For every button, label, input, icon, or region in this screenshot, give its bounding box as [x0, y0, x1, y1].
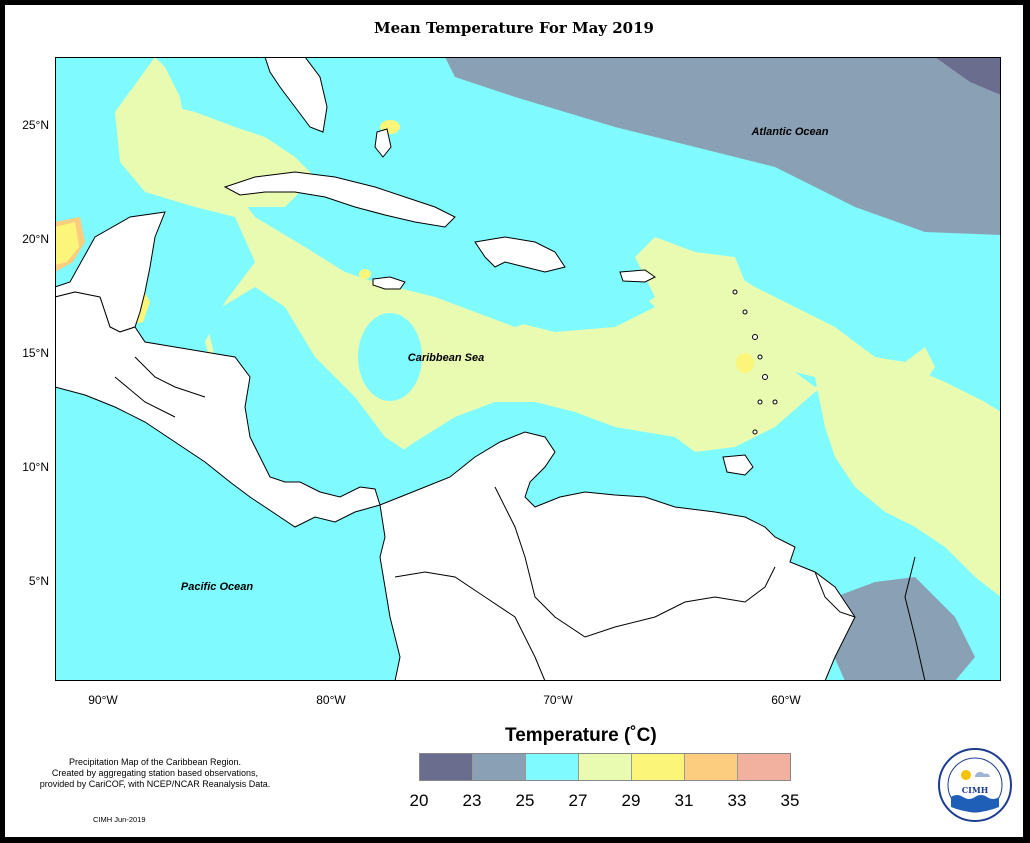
caribbean-sea-label: Caribbean Sea — [408, 352, 484, 364]
caribbean-cool-pocket — [358, 313, 422, 401]
legend-title: Temperature (˚C) — [505, 725, 657, 746]
central-america-land — [55, 291, 381, 528]
puerto-rico-land — [619, 269, 656, 283]
florida-land — [264, 57, 328, 133]
legend-label-25: 25 — [515, 791, 535, 810]
jamaica-warm-spot — [359, 269, 371, 279]
legend-swatch-23-25 — [473, 754, 526, 780]
west-yellow-spot — [55, 222, 79, 265]
island-5 — [762, 374, 768, 380]
andros-land — [374, 128, 392, 158]
jamaica-land — [372, 276, 406, 290]
atlantic-coldest-zone — [935, 57, 1001, 95]
island-1 — [732, 289, 738, 295]
legend-swatch-33-35 — [738, 754, 790, 780]
legend-label-27: 27 — [568, 791, 588, 810]
east-atlantic-warm — [655, 252, 935, 402]
x-tick-90w: 90°W — [88, 693, 118, 707]
x-tick-80w: 80°W — [316, 693, 346, 707]
y-tick-10n: 10°N — [22, 460, 49, 474]
legend-label-29: 29 — [621, 791, 641, 810]
country-border-6 — [114, 376, 176, 418]
page: Mean Temperature For May 2019 — [5, 5, 1023, 837]
sun-icon — [961, 770, 971, 780]
map-border — [55, 57, 1001, 681]
logo-initials: CIMH — [962, 785, 989, 795]
legend-swatch-31-33 — [685, 754, 738, 780]
legend-label-31: 31 — [674, 791, 694, 810]
country-border-3 — [814, 571, 856, 618]
cuba-land — [223, 171, 456, 228]
country-border-4 — [904, 556, 926, 681]
temperature-map: Atlantic Ocean Caribbean Sea Pacific Oce… — [55, 57, 1001, 681]
y-tick-25n: 25°N — [22, 118, 49, 132]
x-tick-60w: 60°W — [771, 693, 801, 707]
island-4 — [757, 354, 763, 360]
legend-swatch-29-31 — [632, 754, 685, 780]
data-source-note: Precipitation Map of the Caribbean Regio… — [39, 757, 271, 789]
credit-text: CIMH Jun-2019 — [93, 815, 146, 824]
legend-label-35: 35 — [780, 791, 800, 810]
pacific-coast-cool — [205, 287, 525, 527]
waves-icon — [951, 795, 999, 812]
y-tick-5n: 5°N — [28, 574, 49, 588]
cimh-logo: CIMH — [937, 747, 1013, 823]
legend-swatch-20-23 — [420, 754, 473, 780]
atlantic-cool-zone — [445, 57, 1001, 235]
legend-label-20: 20 — [409, 791, 429, 810]
legend-swatch-27-29 — [579, 754, 632, 780]
legend-label-33: 33 — [727, 791, 747, 810]
atlantic-ocean-label: Atlantic Ocean — [750, 126, 828, 138]
y-tick-15n: 15°N — [22, 346, 49, 360]
country-border-2 — [394, 571, 546, 681]
hispaniola-land — [474, 236, 566, 273]
legend-swatch-25-27 — [526, 754, 579, 780]
tropical-atlantic-warm — [815, 367, 1001, 597]
legend-colorbar — [419, 753, 791, 781]
x-tick-70w: 70°W — [543, 693, 573, 707]
legend-label-23: 23 — [462, 791, 482, 810]
trinidad-land — [722, 454, 754, 476]
island-8 — [772, 399, 778, 405]
pacific-ocean-label: Pacific Ocean — [181, 581, 253, 593]
lesser-antilles-warm-spot — [736, 353, 754, 373]
country-border-5 — [134, 356, 206, 398]
guianas-cool-zone — [830, 577, 975, 681]
map-title: Mean Temperature For May 2019 — [374, 19, 654, 37]
y-tick-20n: 20°N — [22, 232, 49, 246]
venezuela-basin-cool — [505, 277, 655, 332]
island-6 — [757, 399, 763, 405]
island-7 — [752, 429, 758, 435]
country-border-1 — [494, 486, 776, 638]
cloud-icon — [975, 772, 990, 777]
island-3 — [752, 334, 758, 340]
island-2 — [742, 309, 748, 315]
